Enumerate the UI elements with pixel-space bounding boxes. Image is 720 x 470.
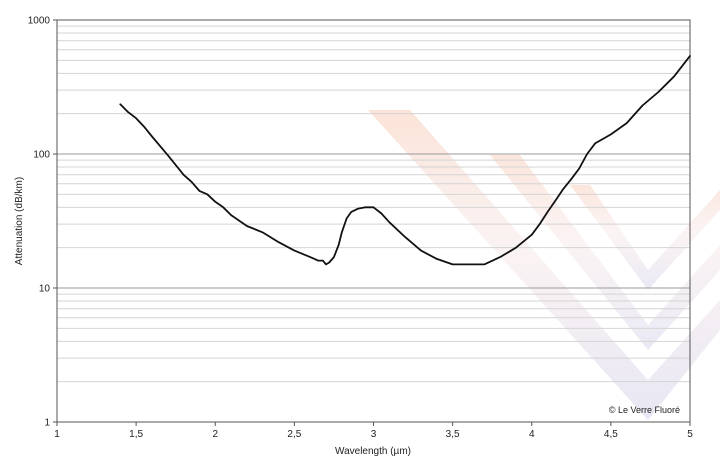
watermark-chevron-1	[368, 110, 720, 420]
x-tick-label: 3,5	[446, 429, 460, 440]
x-tick-label: 2,5	[287, 429, 301, 440]
x-axis: 1 1,5 2 2,5 3 3,5 4 4,5 5	[54, 422, 693, 440]
logo-watermark	[368, 110, 720, 420]
x-tick-label: 4,5	[604, 429, 618, 440]
copyright-annotation: © Le Verre Fluoré	[609, 405, 680, 415]
x-tick-label: 4	[529, 429, 535, 440]
y-tick-label: 100	[33, 150, 50, 161]
y-tick-label: 1000	[28, 16, 51, 27]
x-tick-label: 5	[687, 429, 693, 440]
y-tick-label: 10	[39, 284, 51, 295]
plot-frame	[56, 19, 691, 423]
x-tick-label: 1,5	[129, 429, 143, 440]
x-tick-label: 3	[371, 429, 377, 440]
x-tick-label: 2	[212, 429, 218, 440]
series-line-0	[119, 55, 691, 266]
series-layer	[119, 55, 691, 266]
watermark-chevron-3	[570, 185, 720, 290]
grid-lines	[57, 19, 690, 423]
x-axis-title: Wavelength (µm)	[335, 446, 411, 457]
y-axis: 1 10 100 1000	[28, 16, 57, 429]
y-axis-title: Attenuation (dB/km)	[14, 177, 25, 265]
watermark-chevron-2	[490, 155, 720, 350]
y-tick-label: 1	[44, 418, 50, 429]
x-tick-label: 1	[54, 429, 60, 440]
